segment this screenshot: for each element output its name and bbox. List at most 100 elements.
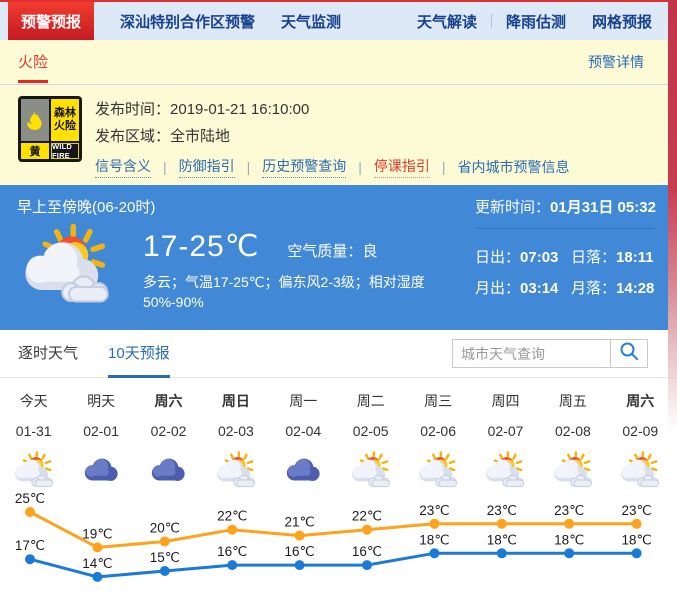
partly-cloudy-icon bbox=[348, 451, 394, 489]
nav-item-shenshan-warning[interactable]: 深汕特别合作区预警 bbox=[120, 13, 256, 31]
blue-panel-divider bbox=[475, 228, 655, 229]
link-defense-guide[interactable]: 防御指引 bbox=[178, 156, 235, 178]
publish-area-label: 发布区域： bbox=[95, 128, 171, 145]
temperature-range: 17-25℃ bbox=[143, 230, 260, 263]
warning-type-line1: 森林 bbox=[54, 107, 76, 120]
forecast-day-column: 明天 02-01 bbox=[67, 391, 134, 489]
svg-text:16℃: 16℃ bbox=[217, 544, 247, 559]
warning-type-line2: 火险 bbox=[54, 120, 76, 132]
link-separator: | bbox=[358, 159, 362, 175]
forecast-day-column: 今天 01-31 bbox=[0, 391, 67, 489]
svg-text:23℃: 23℃ bbox=[622, 503, 652, 518]
publish-time-value: 2019-01-21 16:10:00 bbox=[170, 101, 310, 118]
day-date: 02-05 bbox=[352, 423, 389, 439]
tab-fire-risk[interactable]: 火险 bbox=[18, 40, 49, 85]
svg-text:25℃: 25℃ bbox=[15, 491, 45, 506]
update-time: 更新时间：01月31日 05:32 bbox=[475, 199, 656, 216]
moonset: 月落：14:28 bbox=[571, 280, 655, 297]
tab-hourly-weather[interactable]: 逐时天气 bbox=[18, 344, 79, 362]
nav-divider bbox=[490, 14, 492, 28]
day-date: 02-06 bbox=[420, 423, 456, 439]
svg-text:18℃: 18℃ bbox=[487, 532, 517, 547]
link-separator: | bbox=[163, 159, 167, 175]
moonrise: 月出：03:14 bbox=[475, 280, 559, 297]
day-name: 周五 bbox=[558, 393, 587, 409]
svg-text:23℃: 23℃ bbox=[554, 503, 584, 518]
current-weather-right: 更新时间：01月31日 05:32 日出：07:03 日落：18:11 月出：0… bbox=[475, 185, 677, 330]
warning-level-label: 黄 bbox=[21, 143, 49, 159]
day-name: 周六 bbox=[626, 393, 655, 409]
tab-ten-day-forecast[interactable]: 10天预报 bbox=[108, 330, 170, 378]
top-red-line bbox=[0, 0, 668, 2]
svg-text:15℃: 15℃ bbox=[150, 550, 180, 565]
sunrise: 日出：07:03 bbox=[475, 249, 559, 266]
link-signal-meaning[interactable]: 信号含义 bbox=[95, 156, 151, 178]
sun-moon-times: 日出：07:03 日落：18:11 月出：03:14 月落：14:28 bbox=[475, 246, 655, 298]
weather-description: 多云；气温17-25℃；偏东风2-3级；相对湿度50%-90% bbox=[143, 274, 425, 310]
svg-text:18℃: 18℃ bbox=[622, 532, 652, 547]
current-weather-left: 早上至傍晚(06-20时) bbox=[0, 185, 475, 330]
link-separator: | bbox=[441, 159, 446, 175]
forecast-section: 逐时天气 10天预报 今天 01-31 bbox=[0, 330, 677, 591]
day-date: 02-09 bbox=[622, 423, 659, 439]
nav-item-grid-forecast[interactable]: 网格预报 bbox=[591, 13, 652, 31]
day-name: 周日 bbox=[221, 393, 250, 409]
forecast-day-column: 周日 02-03 bbox=[202, 391, 269, 489]
svg-text:22℃: 22℃ bbox=[352, 509, 382, 524]
nav-item-weather-interpretation[interactable]: 天气解读 bbox=[416, 13, 477, 31]
nav-tab-warning-forecast[interactable]: 预警预报 bbox=[8, 2, 95, 40]
day-name: 今天 bbox=[19, 393, 48, 409]
link-separator: | bbox=[246, 159, 251, 175]
svg-text:17℃: 17℃ bbox=[15, 538, 45, 553]
nav-item-weather-monitoring[interactable]: 天气监测 bbox=[281, 13, 342, 31]
warning-level-english-label: WILD FIRE bbox=[51, 142, 79, 160]
partly-cloudy-icon bbox=[11, 451, 57, 489]
forecast-tabs-row: 逐时天气 10天预报 bbox=[0, 330, 677, 378]
forecast-day-column: 周六 02-02 bbox=[135, 391, 202, 489]
forecast-day-column: 周四 02-07 bbox=[472, 391, 539, 489]
search-icon bbox=[619, 341, 639, 366]
link-class-suspension-guide[interactable]: 停课指引 bbox=[373, 156, 430, 178]
svg-text:23℃: 23℃ bbox=[419, 503, 449, 518]
svg-text:19℃: 19℃ bbox=[82, 526, 112, 541]
sunset: 日落：18:11 bbox=[571, 249, 654, 266]
day-name: 周六 bbox=[154, 393, 183, 409]
publish-area-value: 全市陆地 bbox=[170, 128, 231, 145]
nav-item-rain-estimation[interactable]: 降雨估测 bbox=[505, 13, 566, 31]
top-navigation: 预警预报 深汕特别合作区预警 天气监测 天气解读 降雨估测 网格预报 bbox=[0, 2, 668, 40]
partly-cloudy-icon bbox=[482, 451, 528, 489]
svg-text:16℃: 16℃ bbox=[285, 544, 315, 559]
partly-cloudy-icon bbox=[415, 451, 461, 489]
warning-info: 发布时间：2019-01-21 16:10:00 发布区域：全市陆地 信号含义 … bbox=[95, 96, 570, 178]
partly-cloudy-icon bbox=[17, 223, 117, 309]
publish-area-row: 发布区域：全市陆地 bbox=[95, 123, 570, 150]
forecast-day-column: 周三 02-06 bbox=[404, 391, 471, 489]
day-date: 02-01 bbox=[83, 423, 119, 439]
svg-text:21℃: 21℃ bbox=[285, 515, 315, 530]
publish-time-label: 发布时间： bbox=[95, 101, 171, 118]
svg-text:18℃: 18℃ bbox=[419, 532, 449, 547]
forest-fire-warning-icon: 森林 火险 黄 WILD FIRE bbox=[18, 96, 82, 162]
day-date: 01-31 bbox=[15, 423, 52, 439]
warning-details-link[interactable]: 预警详情 bbox=[588, 54, 644, 70]
publish-time-row: 发布时间：2019-01-21 16:10:00 bbox=[95, 96, 570, 123]
warning-tabs-row: 火险 预警详情 bbox=[0, 40, 668, 85]
air-quality: 空气质量：良 bbox=[287, 243, 378, 260]
city-weather-search bbox=[452, 339, 648, 368]
forecast-period-label: 早上至傍晚(06-20时) bbox=[17, 199, 156, 216]
svg-text:18℃: 18℃ bbox=[554, 532, 584, 547]
search-button[interactable] bbox=[610, 339, 648, 368]
current-conditions: 17-25℃ 空气质量：良 多云；气温17-25℃；偏东风2-3级；相对湿度50… bbox=[143, 223, 475, 312]
svg-text:16℃: 16℃ bbox=[352, 544, 382, 559]
day-date: 02-07 bbox=[487, 423, 524, 439]
search-input[interactable] bbox=[452, 339, 610, 368]
day-date: 02-02 bbox=[150, 423, 187, 439]
temperature-chart: 25℃ 19℃ 20℃ 22℃ 21℃ 22℃ 23℃ 23℃ 23℃ 23℃ 17℃ 14℃ 15℃ 1… bbox=[15, 491, 652, 582]
cloudy-icon bbox=[78, 451, 124, 489]
page-edge-gradient bbox=[668, 0, 677, 445]
link-history-warning-query[interactable]: 历史预警查询 bbox=[262, 156, 347, 178]
link-province-city-warnings[interactable]: 省内城市预警信息 bbox=[457, 158, 570, 175]
svg-text:23℃: 23℃ bbox=[487, 503, 517, 518]
warning-links-row: 信号含义 | 防御指引 | 历史预警查询 | 停课指引 | 省内城市预警信息 bbox=[95, 156, 570, 178]
